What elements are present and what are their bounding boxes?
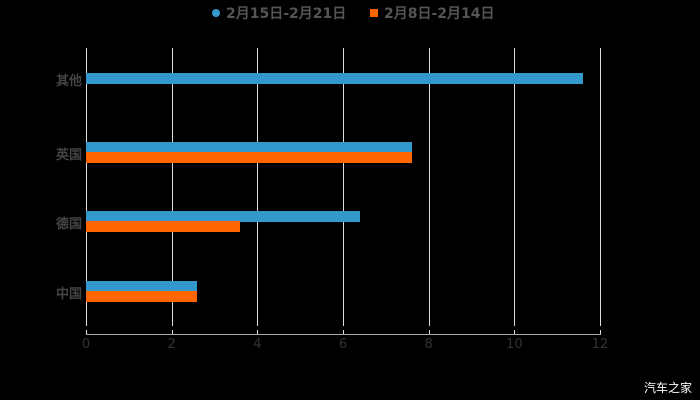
gridline: [171, 48, 173, 326]
square-marker-icon: [370, 9, 378, 17]
circle-marker-icon: [212, 9, 220, 17]
gridline: [600, 48, 601, 326]
gridline: [86, 48, 87, 326]
gridline: [343, 48, 344, 326]
bar[interactable]: [86, 142, 412, 153]
bar[interactable]: [86, 73, 583, 84]
x-tick-label: 4: [253, 337, 262, 352]
gridline: [257, 48, 259, 326]
legend-item-week-feb15[interactable]: 2月15日-2月21日: [212, 3, 346, 23]
x-tick: [86, 330, 87, 335]
x-tick: [257, 330, 259, 335]
x-tick: [600, 330, 601, 335]
x-tick: [171, 330, 173, 335]
x-tick-label: 2: [167, 337, 176, 352]
legend-item-week-feb8[interactable]: 2月8日-2月14日: [370, 3, 495, 23]
x-tick: [343, 330, 344, 335]
bar[interactable]: [86, 211, 361, 222]
watermark: 汽车之家: [643, 381, 692, 395]
category-label: 其他: [55, 74, 82, 89]
category-label: 英国: [55, 148, 82, 163]
category-label: 德国: [55, 217, 82, 232]
x-tick-label: 10: [506, 337, 523, 352]
x-axis-line: [86, 334, 601, 335]
legend-label: 2月8日-2月14日: [384, 6, 495, 22]
bar[interactable]: [86, 221, 241, 232]
category-label: 中国: [55, 287, 82, 302]
x-tick-label: 6: [338, 337, 348, 352]
x-tick-label: 12: [591, 337, 609, 352]
legend-label: 2月15日-2月21日: [226, 6, 347, 22]
x-tick: [514, 330, 516, 335]
bar[interactable]: [86, 291, 198, 302]
x-tick-label: 0: [81, 337, 91, 352]
x-tick: [428, 330, 430, 335]
x-tick-label: 8: [424, 337, 433, 352]
bar[interactable]: [86, 152, 412, 163]
legend: 2月15日-2月21日 2月8日-2月14日: [0, 3, 700, 23]
bar[interactable]: [86, 281, 198, 292]
gridline: [428, 48, 430, 326]
gridline: [514, 48, 516, 326]
